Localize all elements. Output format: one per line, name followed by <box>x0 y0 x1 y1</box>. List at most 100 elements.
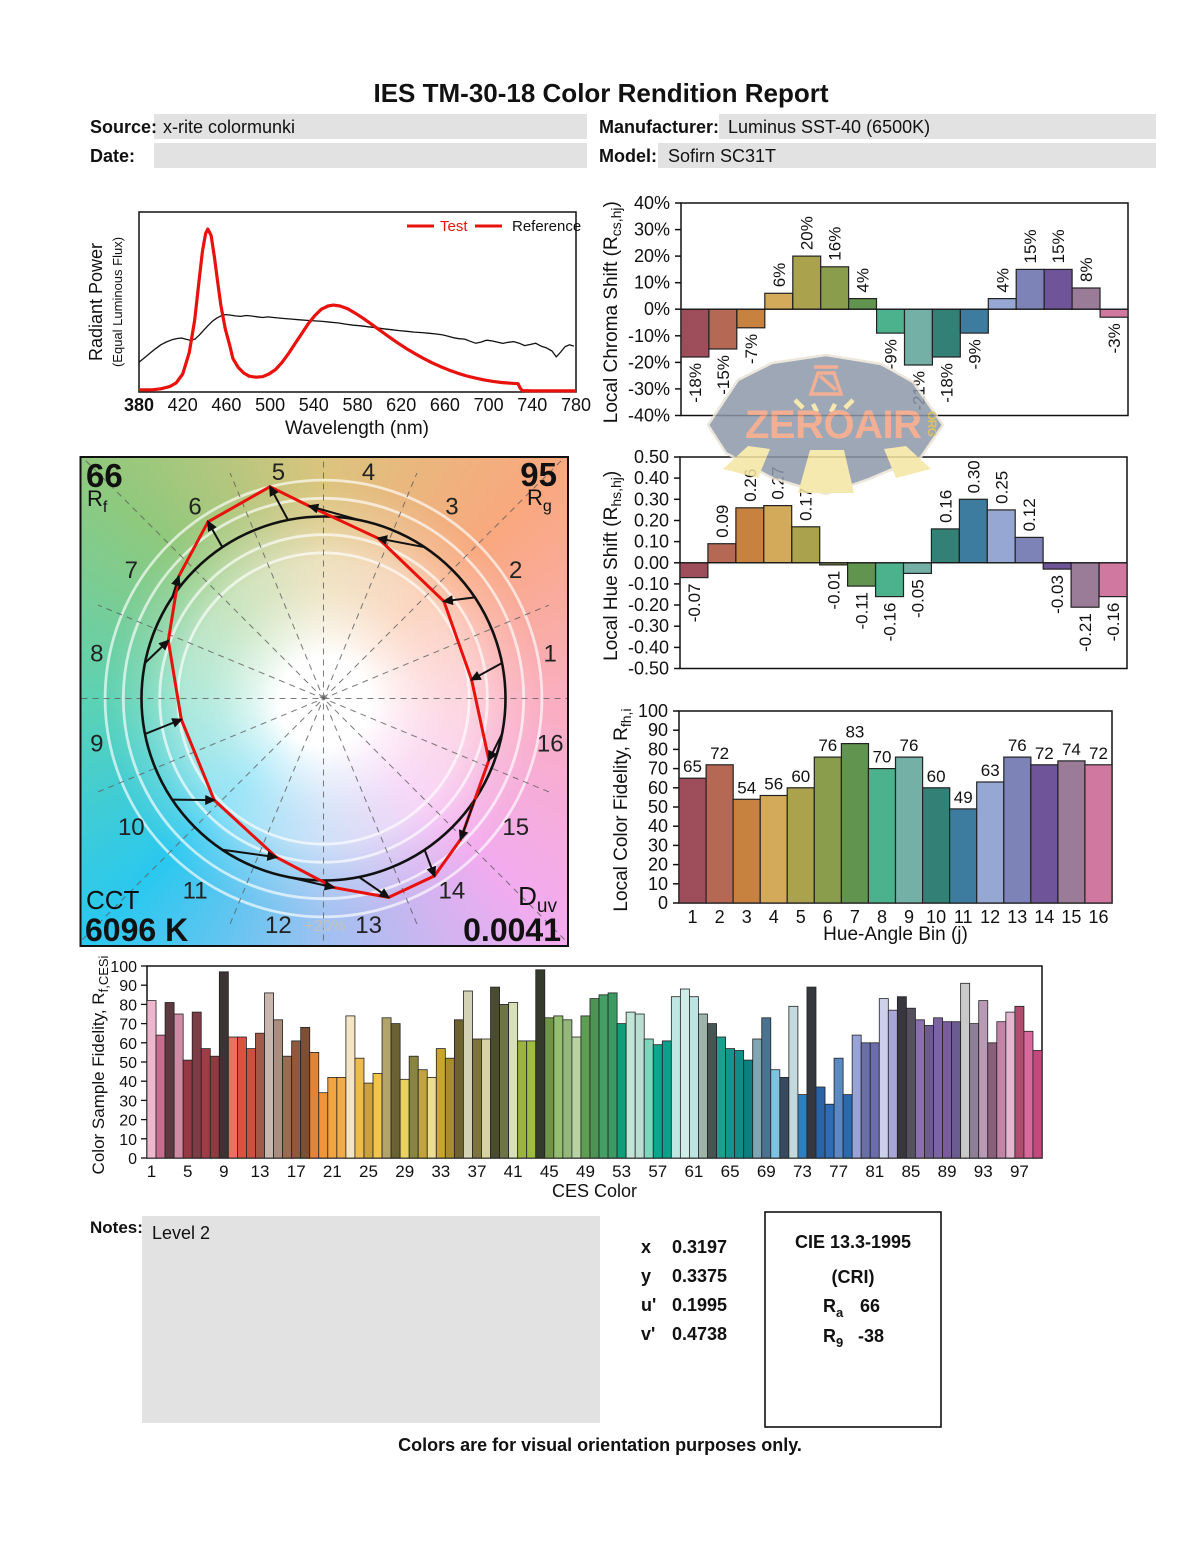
svg-text:15%: 15% <box>1021 229 1040 263</box>
svg-text:380: 380 <box>124 395 154 415</box>
svg-text:Radiant Power: Radiant Power <box>86 243 106 361</box>
svg-text:Source:: Source: <box>90 117 157 137</box>
svg-text:66: 66 <box>86 457 123 494</box>
svg-text:Local Hue Shift (Rhs,hj): Local Hue Shift (Rhs,hj) <box>601 471 624 661</box>
svg-text:0.12: 0.12 <box>1020 498 1039 531</box>
svg-text:0.25: 0.25 <box>992 471 1011 504</box>
svg-text:100: 100 <box>110 959 137 976</box>
svg-text:4: 4 <box>769 907 779 927</box>
svg-text:7: 7 <box>125 557 138 584</box>
svg-text:0.10: 0.10 <box>634 532 669 552</box>
svg-text:460: 460 <box>211 395 241 415</box>
svg-text:20: 20 <box>648 855 668 875</box>
svg-text:4%: 4% <box>993 268 1012 293</box>
svg-text:0.00: 0.00 <box>634 553 669 573</box>
svg-text:65: 65 <box>683 757 702 776</box>
svg-text:Luminus SST-40 (6500K): Luminus SST-40 (6500K) <box>728 117 930 137</box>
svg-text:37: 37 <box>468 1162 487 1181</box>
svg-text:Sofirn SC31T: Sofirn SC31T <box>668 146 776 166</box>
svg-text:70: 70 <box>648 759 668 779</box>
svg-text:93: 93 <box>974 1162 993 1181</box>
svg-text:8: 8 <box>90 640 103 667</box>
svg-text:1: 1 <box>147 1162 156 1181</box>
svg-text:16: 16 <box>1088 907 1108 927</box>
svg-text:-0.01: -0.01 <box>825 571 844 610</box>
svg-text:620: 620 <box>386 395 416 415</box>
svg-text:9: 9 <box>904 907 914 927</box>
svg-text:Reference: Reference <box>512 218 581 235</box>
svg-text:0: 0 <box>658 893 668 913</box>
svg-text:61: 61 <box>684 1162 703 1181</box>
svg-text:80: 80 <box>648 739 668 759</box>
svg-text:76: 76 <box>900 736 919 755</box>
svg-text:49: 49 <box>576 1162 595 1181</box>
svg-text:0.50: 0.50 <box>634 447 669 467</box>
svg-text:u': u' <box>641 1295 656 1315</box>
svg-text:60: 60 <box>648 778 668 798</box>
svg-text:0.3197: 0.3197 <box>672 1237 727 1257</box>
svg-text:Color Sample Fidelity, Rf,CESi: Color Sample Fidelity, Rf,CESi <box>89 955 111 1174</box>
svg-text:0%: 0% <box>644 299 670 319</box>
svg-text:9: 9 <box>90 731 103 758</box>
svg-text:0.17: 0.17 <box>797 488 816 521</box>
svg-text:56: 56 <box>764 775 783 794</box>
svg-text:77: 77 <box>829 1162 848 1181</box>
svg-text:-9%: -9% <box>882 339 901 369</box>
svg-text:70: 70 <box>873 748 892 767</box>
svg-text:-20%: -20% <box>628 352 670 372</box>
svg-text:20%: 20% <box>798 216 817 250</box>
svg-text:7: 7 <box>850 907 860 927</box>
svg-text:17: 17 <box>287 1162 306 1181</box>
svg-text:0.09: 0.09 <box>713 505 732 538</box>
svg-text:40: 40 <box>119 1074 137 1091</box>
svg-text:3: 3 <box>742 907 752 927</box>
svg-text:72: 72 <box>1035 744 1054 763</box>
svg-text:20%: 20% <box>634 246 670 266</box>
svg-text:13: 13 <box>355 912 382 939</box>
svg-text:0.40: 0.40 <box>634 468 669 488</box>
svg-text:63: 63 <box>981 761 1000 780</box>
svg-text:0.3375: 0.3375 <box>672 1266 727 1286</box>
svg-text:Rf: Rf <box>87 486 108 516</box>
svg-text:15: 15 <box>502 814 529 841</box>
svg-text:45: 45 <box>540 1162 559 1181</box>
svg-text:-40%: -40% <box>628 406 670 426</box>
svg-text:97: 97 <box>1010 1162 1029 1181</box>
svg-text:0: 0 <box>128 1151 137 1168</box>
svg-text:72: 72 <box>710 744 729 763</box>
svg-text:-0.05: -0.05 <box>908 579 927 618</box>
svg-text:6%: 6% <box>770 263 789 288</box>
svg-text:25: 25 <box>359 1162 378 1181</box>
svg-text:Wavelength (nm): Wavelength (nm) <box>285 418 429 439</box>
svg-text:CCT: CCT <box>86 885 140 915</box>
svg-text:60: 60 <box>927 767 946 786</box>
svg-text:13: 13 <box>251 1162 270 1181</box>
svg-text:Manufacturer:: Manufacturer: <box>599 117 719 137</box>
svg-text:(Equal Luminous Flux): (Equal Luminous Flux) <box>110 237 125 367</box>
svg-text:60: 60 <box>791 767 810 786</box>
svg-text:85: 85 <box>901 1162 920 1181</box>
svg-text:53: 53 <box>612 1162 631 1181</box>
svg-text:700: 700 <box>474 395 504 415</box>
svg-text:5: 5 <box>272 459 285 486</box>
svg-text:Model:: Model: <box>599 146 657 166</box>
svg-text:54: 54 <box>737 778 756 797</box>
svg-text:-0.11: -0.11 <box>853 592 872 630</box>
svg-text:-0.10: -0.10 <box>628 574 669 594</box>
svg-text:76: 76 <box>1008 736 1027 755</box>
svg-text:14: 14 <box>439 878 466 905</box>
svg-text:CES Color: CES Color <box>552 1181 637 1201</box>
svg-text:11: 11 <box>954 907 973 927</box>
svg-text:8%: 8% <box>1077 257 1096 282</box>
svg-text:15: 15 <box>1061 907 1081 927</box>
svg-text:0.0041: 0.0041 <box>463 912 561 948</box>
svg-text:-7%: -7% <box>742 334 761 364</box>
svg-text:90: 90 <box>648 720 668 740</box>
svg-text:50: 50 <box>119 1055 137 1072</box>
svg-text:y: y <box>641 1266 651 1286</box>
svg-text:83: 83 <box>845 723 864 742</box>
svg-text:69: 69 <box>757 1162 776 1181</box>
svg-text:1: 1 <box>544 640 557 667</box>
svg-text:Colors are for visual orientat: Colors are for visual orientation purpos… <box>398 1435 802 1455</box>
svg-text:-0.40: -0.40 <box>628 637 669 657</box>
